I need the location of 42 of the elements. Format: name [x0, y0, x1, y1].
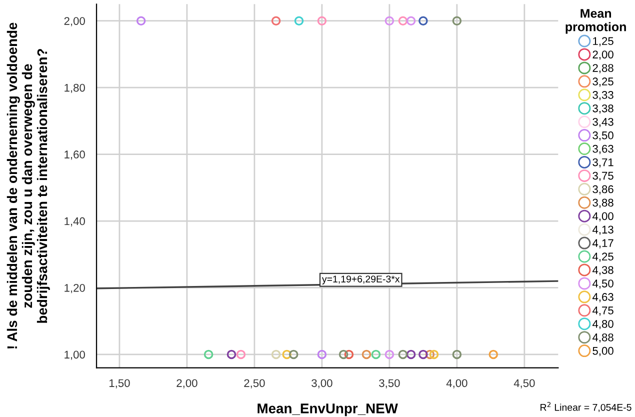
legend-label: 4,25: [592, 252, 614, 262]
legend-label: 4,63: [592, 293, 614, 302]
legend-label: 5,00: [592, 346, 614, 356]
legend-label: 4,13: [592, 226, 614, 235]
legend-label: 3,86: [592, 185, 614, 194]
x-axis-title: Mean_EnvUnpr_NEW: [258, 404, 398, 416]
x-tick-label: 1,50: [110, 379, 130, 388]
legend-label: 2,88: [592, 64, 614, 74]
legend-title: Mean promotion: [566, 9, 626, 34]
legend-label: 3,71: [592, 158, 614, 168]
y-tick-label: 1,60: [64, 150, 85, 160]
y-axis-title: ! Als de middelen van de onderneming voldoende zouden zijn, zou u dan overwegen de bedrijfsactiviteiten te internationaliseren?: [6, 22, 50, 348]
y-tick-label: 1,80: [64, 84, 85, 94]
annotation: y=1,19+6,29E-3*x: [322, 276, 400, 284]
legend-label: 3,63: [592, 144, 614, 154]
legend-label: 3,33: [592, 91, 614, 100]
legend-label: 3,25: [592, 78, 614, 87]
legend-label: 4,75: [592, 306, 614, 316]
legend-label: 4,38: [592, 266, 614, 276]
legend-label: 1,25: [593, 37, 614, 46]
y-tick-label: 2,00: [64, 17, 85, 26]
x-tick-label: 3,50: [379, 379, 400, 388]
legend-label: 4,50: [592, 280, 614, 289]
legend-label: 4,80: [592, 320, 614, 330]
text: R$^{2}$ Linear = 7,054E-5: [540, 402, 632, 412]
y-tick-label: 1,20: [64, 284, 85, 294]
x-tick-label: 3,00: [312, 379, 332, 388]
legend-label: 3,43: [592, 118, 614, 128]
x-tick-label: 4,00: [446, 379, 468, 388]
x-tick-label: 2,00: [176, 379, 198, 388]
legend-label: 4,17: [592, 239, 614, 248]
legend-label: 4,88: [592, 333, 614, 343]
x-tick-label: 2,50: [244, 379, 265, 388]
legend-label: 4,00: [592, 212, 614, 222]
y-tick-label: 1,00: [64, 350, 85, 360]
legend-label: 3,38: [592, 104, 614, 114]
y-tick-label: 1,40: [64, 217, 85, 226]
legend-label: 3,50: [592, 131, 614, 141]
legend-label: 3,75: [592, 172, 614, 182]
legend-label: 2,00: [592, 50, 614, 60]
legend-label: 3,88: [592, 198, 614, 208]
x-tick-label: 4,50: [514, 379, 535, 388]
